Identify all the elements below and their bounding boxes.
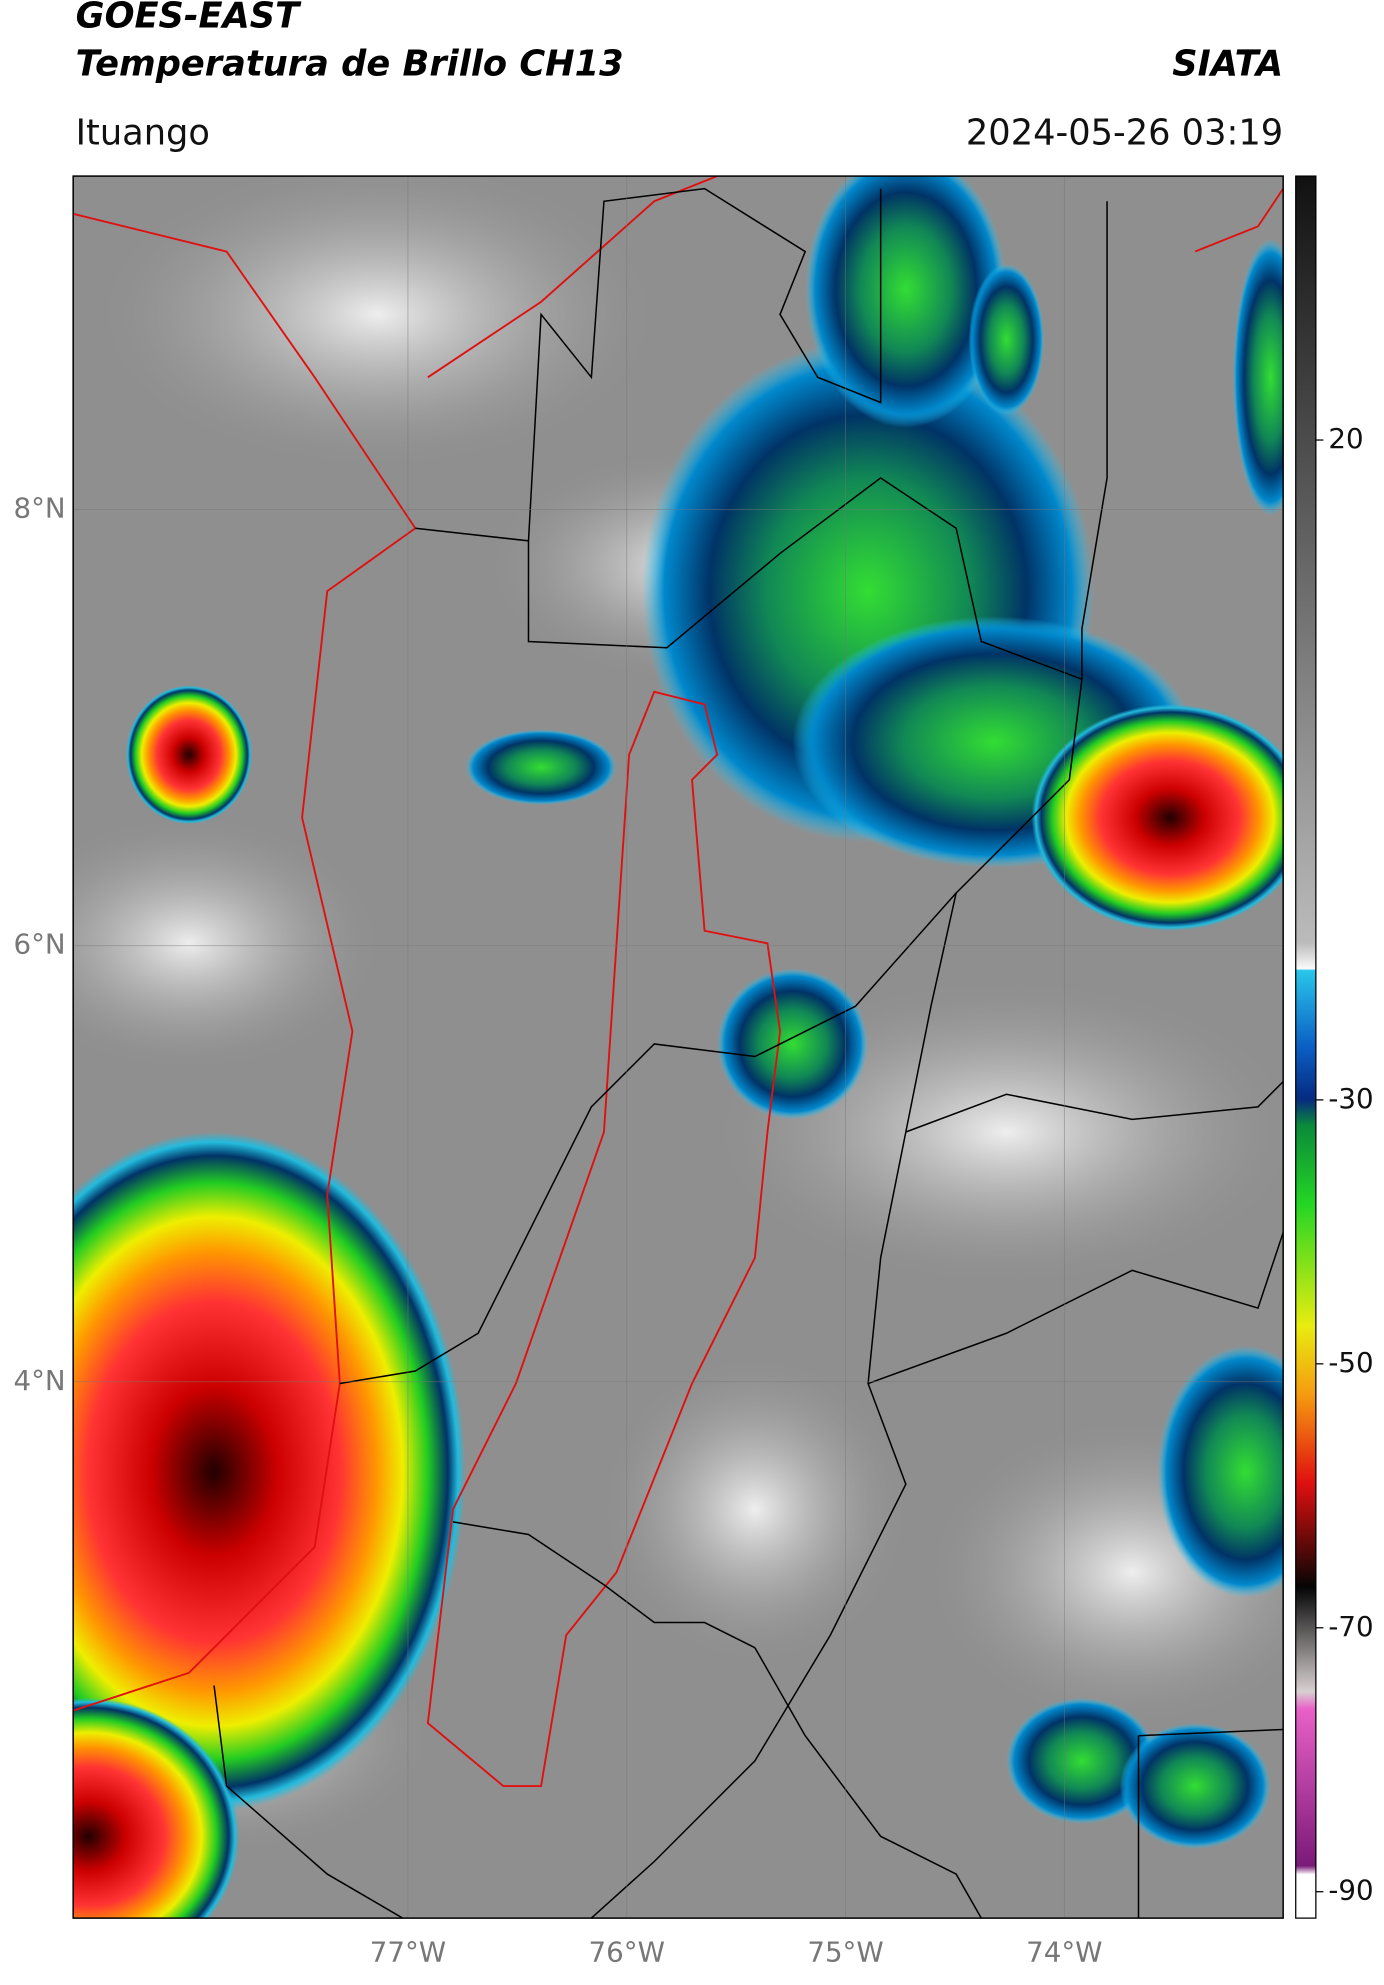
location: Ituango [76,113,210,154]
lat-tick-label: 4°N [14,1364,66,1397]
lon-tick-label: 76°W [589,1935,665,1968]
lon-tick-label: 74°W [1026,1935,1102,1968]
graticule [73,176,1284,1919]
lon-tick-label: 77°W [370,1935,446,1968]
datetime: 2024-05-26 03:19 [966,113,1283,154]
colorbar-tick-label: -50 [1328,1346,1373,1379]
colorbar-tick-label: -70 [1328,1610,1373,1643]
colorbar [1295,175,1317,1919]
title-line1: GOES-EAST [76,0,302,37]
colorbar-tick-label: -30 [1328,1082,1373,1115]
colorbar-tick-label: -90 [1328,1874,1373,1907]
lat-tick-label: 8°N [14,492,66,525]
map-imagery [73,176,1284,1919]
title-line2: Temperatura de Brillo CH13 [76,43,624,84]
map-frame [72,175,1284,1919]
colorbar-tick-label: 20 [1328,422,1363,455]
lon-tick-label: 75°W [807,1935,883,1968]
lat-tick-label: 6°N [14,928,66,961]
org: SIATA [1172,43,1283,84]
